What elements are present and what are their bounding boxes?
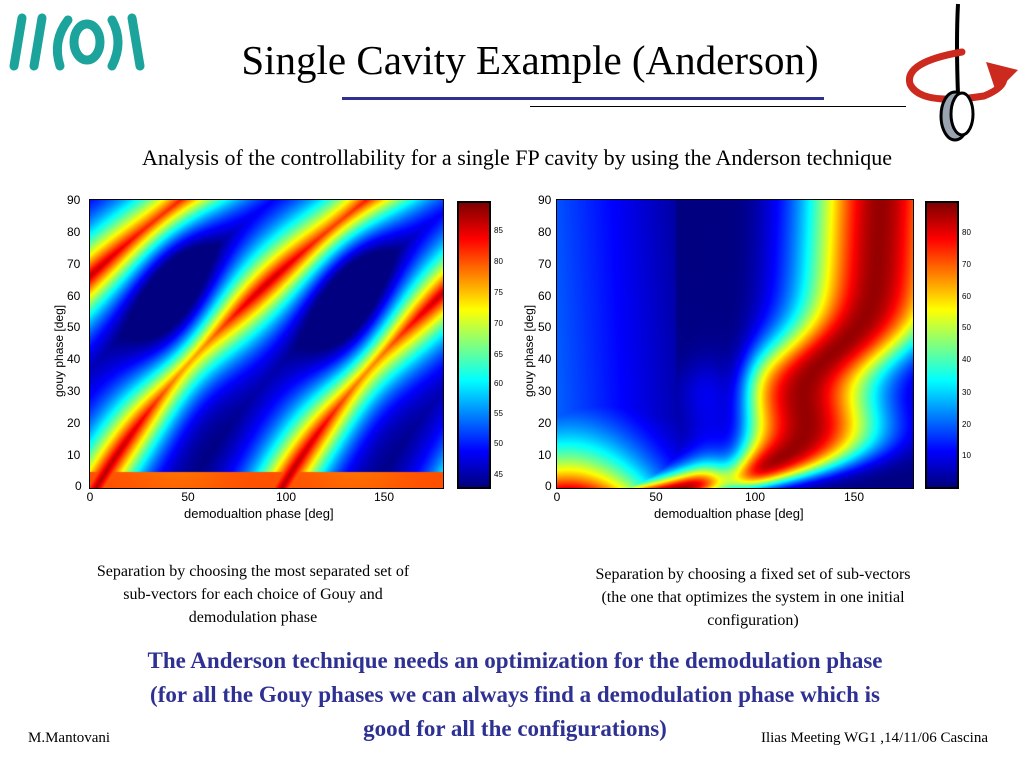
x-tick: 100 — [275, 490, 297, 504]
x-tick: 150 — [373, 490, 395, 504]
slide-subtitle: Analysis of the controllability for a si… — [141, 145, 893, 170]
y-axis-label: gouy phase [deg] — [522, 304, 536, 397]
x-tick: 50 — [181, 490, 195, 504]
page-title: Single Cavity Example (Anderson) — [241, 37, 819, 83]
y-tick: 90 — [67, 193, 81, 207]
footer-author: M.Mantovani — [28, 730, 111, 746]
y-tick: 80 — [67, 225, 81, 239]
right-caption: Separation by choosing a fixed set of su… — [543, 563, 963, 632]
right-colorbar — [925, 201, 959, 489]
conclusion-line: The Anderson technique needs an optimiza… — [147, 648, 883, 673]
y-tick: 30 — [538, 384, 552, 398]
y-tick: 50 — [67, 320, 81, 334]
x-tick: 0 — [553, 490, 561, 504]
colorbar-tick: 60 — [494, 379, 503, 388]
y-axis-label: gouy phase [deg] — [52, 304, 66, 397]
caption-line: Separation by choosing the most separate… — [96, 563, 410, 580]
left-colorbar — [457, 201, 491, 489]
virgo-logo-icon — [9, 13, 145, 71]
colorbar-tick: 70 — [494, 319, 503, 328]
title-underline-black — [530, 106, 906, 107]
y-tick: 70 — [67, 257, 81, 271]
y-tick: 40 — [538, 352, 552, 366]
caption-line: Separation by choosing a fixed set of su… — [595, 566, 911, 583]
y-tick: 60 — [67, 289, 81, 303]
conclusion-line: (for all the Gouy phases we can always f… — [150, 682, 880, 707]
y-tick: 90 — [538, 193, 552, 207]
colorbar-tick: 50 — [962, 323, 971, 332]
caption-line: (the one that optimizes the system in on… — [601, 589, 905, 606]
y-tick: 40 — [67, 352, 81, 366]
x-tick: 0 — [86, 490, 94, 504]
colorbar-tick: 75 — [494, 288, 503, 297]
y-tick: 0 — [545, 479, 552, 493]
colorbar-tick: 70 — [962, 260, 971, 269]
y-tick: 0 — [75, 479, 82, 493]
y-tick: 10 — [538, 448, 552, 462]
colorbar-tick: 65 — [494, 350, 503, 359]
right-heatmap — [556, 199, 914, 489]
caption-line: configuration) — [707, 612, 799, 629]
y-tick: 20 — [538, 416, 552, 430]
caption-line: demodulation phase — [188, 609, 318, 626]
y-tick: 10 — [67, 448, 81, 462]
title-underline-blue — [342, 97, 824, 100]
rotating-mirror-icon — [905, 3, 1018, 142]
colorbar-tick: 80 — [962, 228, 971, 237]
y-tick: 20 — [67, 416, 81, 430]
x-axis-label: demodualtion phase [deg] — [184, 506, 334, 521]
y-tick: 80 — [538, 225, 552, 239]
left-heatmap — [89, 199, 444, 489]
x-tick: 100 — [744, 490, 766, 504]
y-tick: 60 — [538, 289, 552, 303]
colorbar-tick: 40 — [962, 355, 971, 364]
footer-meeting: Ilias Meeting WG1 ,14/11/06 Cascina — [760, 730, 988, 746]
conclusion-line: good for all the configurations) — [363, 716, 667, 741]
y-tick: 70 — [538, 257, 552, 271]
colorbar-tick: 20 — [962, 420, 971, 429]
colorbar-tick: 55 — [494, 409, 503, 418]
colorbar-tick: 60 — [962, 292, 971, 301]
colorbar-tick: 85 — [494, 226, 503, 235]
x-tick: 50 — [649, 490, 663, 504]
caption-line: sub-vectors for each choice of Gouy and — [123, 586, 383, 603]
y-tick: 50 — [538, 320, 552, 334]
colorbar-tick: 10 — [962, 451, 971, 460]
x-tick: 150 — [843, 490, 865, 504]
colorbar-tick: 30 — [962, 388, 971, 397]
left-caption: Separation by choosing the most separate… — [46, 560, 460, 629]
colorbar-tick: 80 — [494, 257, 503, 266]
colorbar-tick: 45 — [494, 470, 503, 479]
conclusion-text: The Anderson technique needs an optimiza… — [30, 644, 1000, 746]
y-tick: 30 — [67, 384, 81, 398]
colorbar-tick: 50 — [494, 439, 503, 448]
x-axis-label: demodualtion phase [deg] — [654, 506, 804, 521]
